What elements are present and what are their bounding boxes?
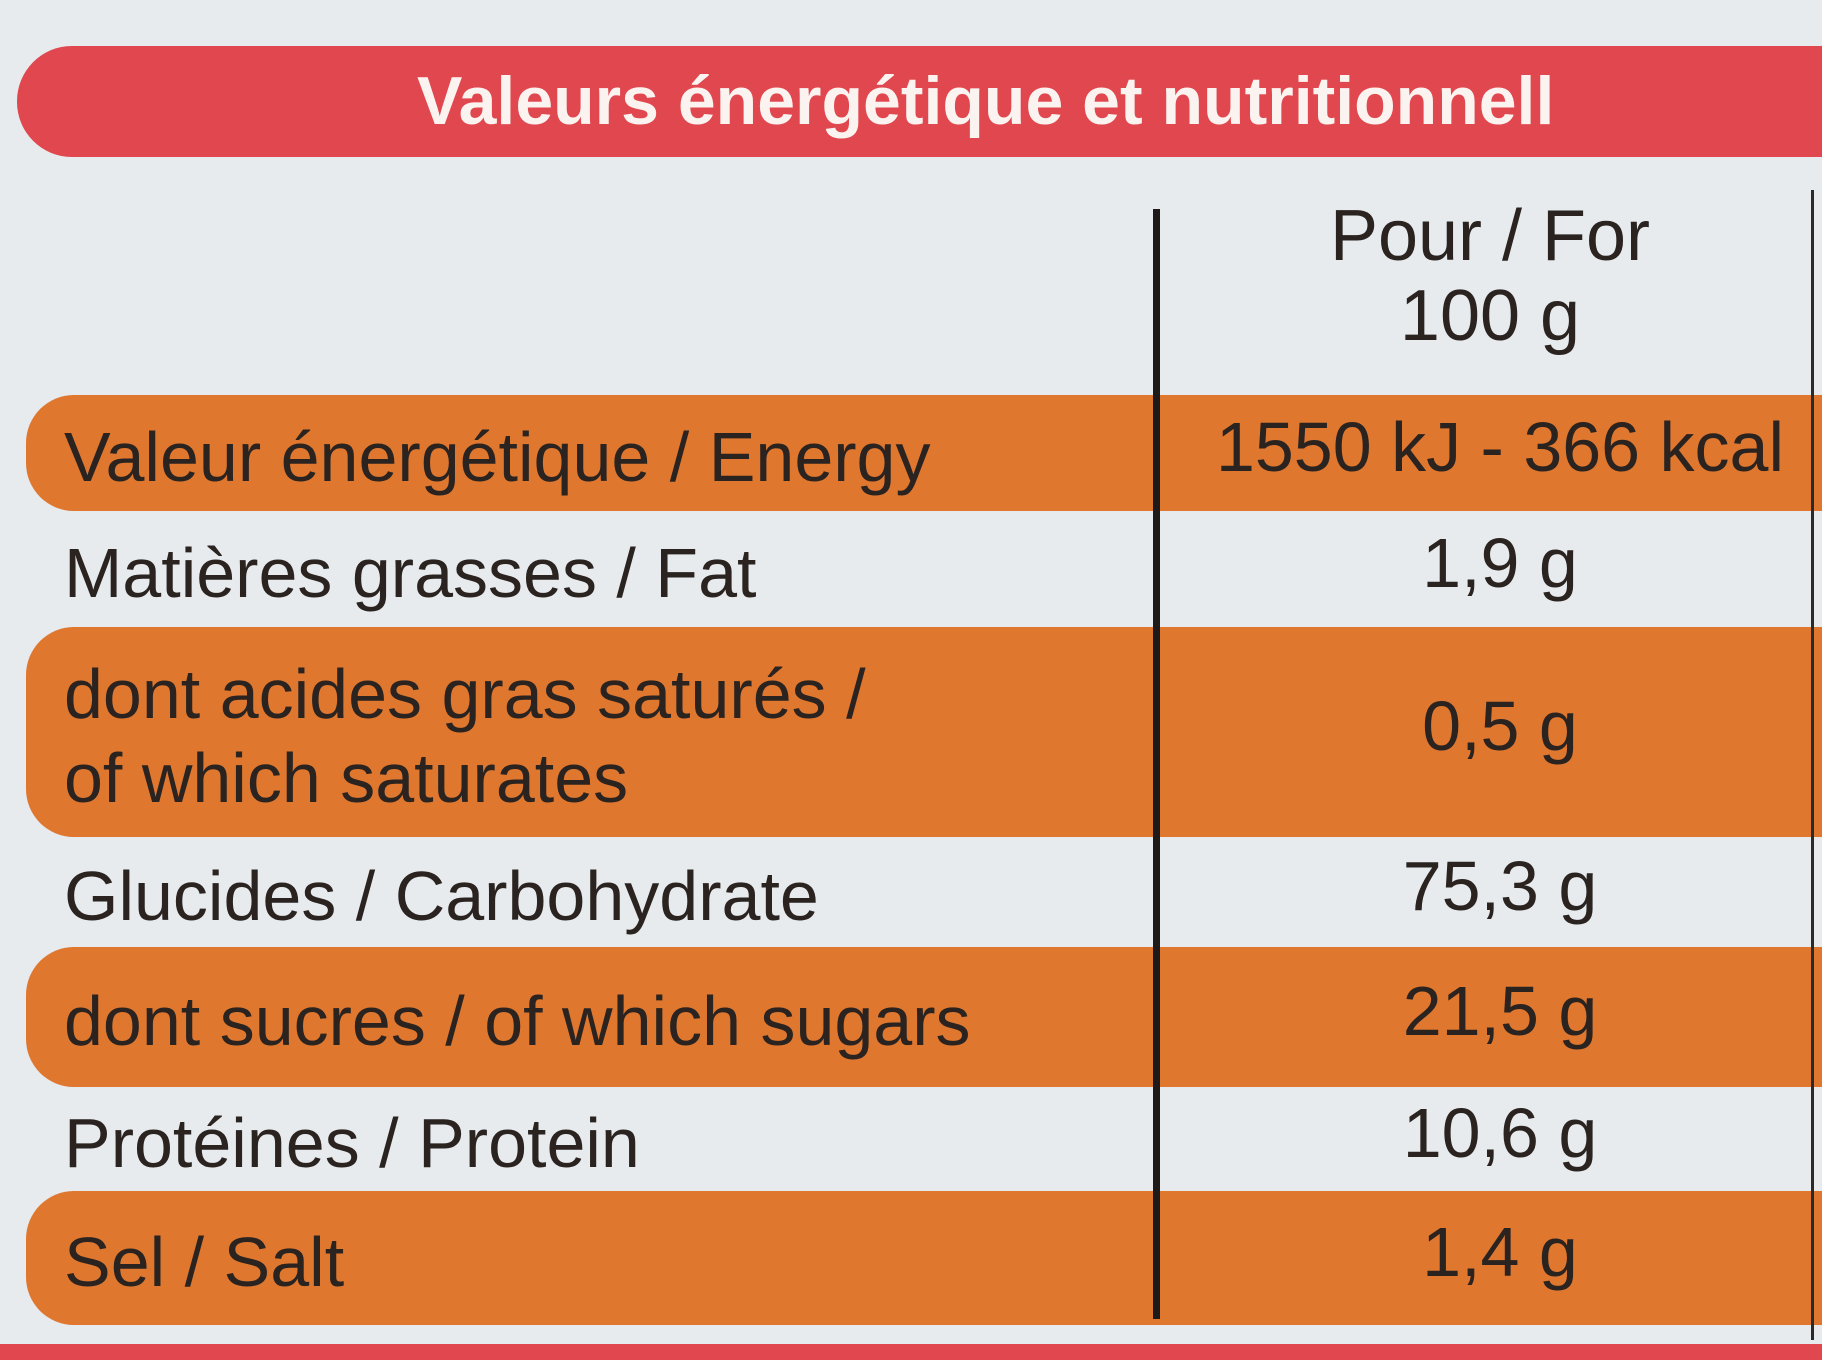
row-label: Sel / Salt xyxy=(64,1223,345,1301)
row-label: of which saturates xyxy=(64,739,629,817)
table-row: dont sucres / of which sugars 21,5 g xyxy=(26,947,1822,1087)
header-band: Valeurs énergétique et nutritionnell xyxy=(17,46,1822,157)
table-row: Matières grasses / Fat 1,9 g xyxy=(26,511,1822,627)
column-header: 100 g xyxy=(1399,276,1581,356)
table-row: dont acides gras saturés / of which satur… xyxy=(26,627,1822,837)
row-label: Glucides / Carbohydrate xyxy=(64,857,819,935)
column-header: Pour / For xyxy=(1329,196,1651,276)
divider xyxy=(1153,209,1160,1319)
title: Valeurs énergétique et nutritionnell xyxy=(417,63,1555,139)
table-row: Glucides / Carbohydrate 75,3 g xyxy=(26,837,1822,947)
table-row: Sel / Salt 1,4 g xyxy=(26,1191,1822,1325)
row-label: Protéines / Protein xyxy=(64,1104,640,1182)
table-row: Valeur énergétique / Energy 1550 kJ - 366… xyxy=(26,395,1822,511)
row-value: 75,3 g xyxy=(1402,847,1598,925)
divider xyxy=(1811,190,1814,1340)
row-value: 21,5 g xyxy=(1402,972,1598,1050)
row-value: 1550 kJ - 366 kcal xyxy=(1215,408,1785,486)
bottom-band xyxy=(0,1344,1822,1360)
row-label: Matières grasses / Fat xyxy=(64,534,757,612)
row-label: dont sucres / of which sugars xyxy=(64,982,971,1060)
row-value: 0,5 g xyxy=(1422,687,1578,765)
row-label: Valeur énergétique / Energy xyxy=(64,418,931,496)
table-row: Protéines / Protein 10,6 g xyxy=(26,1087,1822,1191)
row-label: dont acides gras saturés / xyxy=(64,655,866,733)
row-value: 10,6 g xyxy=(1402,1094,1598,1172)
row-value: 1,4 g xyxy=(1422,1213,1578,1291)
row-value: 1,9 g xyxy=(1422,524,1578,602)
